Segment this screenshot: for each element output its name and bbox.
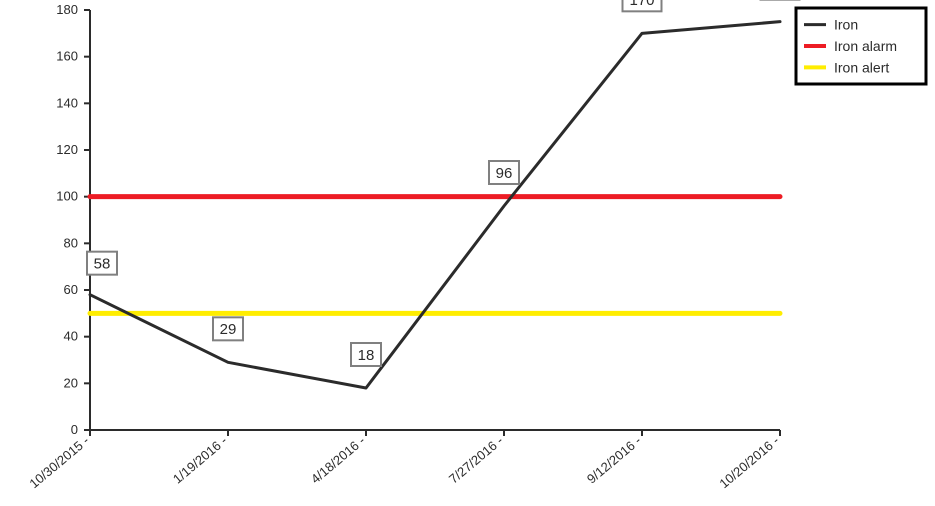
svg-text:140: 140 [56, 95, 78, 110]
svg-text:10/30/2015 -: 10/30/2015 - [26, 433, 92, 491]
svg-text:96: 96 [496, 165, 513, 182]
iron-trend-chart: 0 20 40 60 80 100 120 140 160 180 10/30/2015 - 1/19… [0, 0, 935, 506]
svg-text:60: 60 [64, 282, 78, 297]
svg-text:120: 120 [56, 142, 78, 157]
svg-text:58: 58 [94, 255, 111, 272]
svg-text:Iron: Iron [834, 17, 858, 33]
svg-text:29: 29 [220, 321, 237, 338]
svg-text:20: 20 [64, 375, 78, 390]
svg-text:9/12/2016 -: 9/12/2016 - [584, 433, 644, 487]
svg-text:170: 170 [629, 0, 654, 9]
svg-text:80: 80 [64, 235, 78, 250]
svg-text:160: 160 [56, 49, 78, 64]
svg-text:180: 180 [56, 2, 78, 17]
svg-text:100: 100 [56, 189, 78, 204]
svg-text:7/27/2016 -: 7/27/2016 - [446, 433, 506, 487]
svg-text:18: 18 [358, 347, 375, 364]
svg-text:Iron alert: Iron alert [834, 59, 889, 75]
svg-text:Iron alarm: Iron alarm [834, 38, 897, 54]
svg-text:10/20/2016 -: 10/20/2016 - [716, 433, 782, 491]
svg-text:40: 40 [64, 329, 78, 344]
svg-text:1/19/2016 -: 1/19/2016 - [170, 433, 230, 487]
chart-svg: 0 20 40 60 80 100 120 140 160 180 10/30/2015 - 1/19… [0, 0, 935, 506]
svg-text:0: 0 [71, 422, 78, 437]
svg-text:4/18/2016 -: 4/18/2016 - [308, 433, 368, 487]
